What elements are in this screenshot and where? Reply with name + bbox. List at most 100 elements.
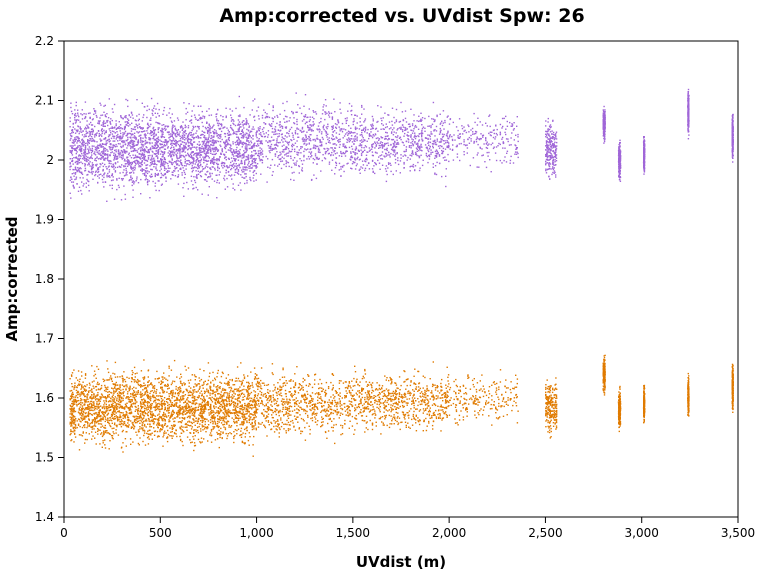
data-point — [153, 129, 156, 132]
data-point — [99, 163, 101, 165]
data-point — [74, 112, 77, 115]
data-point — [283, 157, 285, 160]
data-point — [159, 139, 161, 141]
data-point — [213, 161, 215, 164]
data-point — [113, 165, 115, 167]
data-point — [400, 138, 402, 141]
data-point — [193, 176, 195, 178]
data-point — [72, 181, 75, 183]
data-point — [171, 127, 173, 130]
data-point — [108, 138, 110, 140]
data-point — [136, 160, 139, 162]
data-point — [467, 138, 469, 141]
data-point — [97, 181, 99, 184]
data-point — [294, 150, 296, 153]
data-point — [89, 133, 91, 135]
data-point — [440, 122, 442, 124]
data-point — [512, 129, 515, 131]
data-point — [74, 137, 76, 139]
data-point — [89, 117, 91, 119]
data-point — [140, 150, 142, 152]
data-point — [213, 133, 216, 135]
data-point — [144, 130, 146, 132]
data-point — [124, 174, 127, 176]
data-point — [297, 154, 299, 156]
data-point — [69, 162, 71, 164]
data-point — [604, 127, 606, 129]
data-point — [241, 121, 243, 123]
data-point — [437, 145, 440, 147]
data-point — [251, 155, 253, 158]
data-point — [206, 151, 208, 153]
data-point — [482, 136, 484, 138]
data-point — [436, 115, 438, 118]
data-point — [408, 126, 411, 128]
data-point — [224, 145, 226, 147]
data-point — [207, 144, 209, 146]
data-point — [420, 112, 422, 114]
data-point — [131, 184, 133, 187]
data-point — [405, 150, 407, 152]
data-point — [77, 169, 80, 171]
data-point — [371, 168, 374, 170]
data-point — [85, 155, 87, 158]
data-point — [89, 112, 91, 114]
data-point — [229, 147, 231, 149]
data-point — [167, 152, 169, 154]
data-point — [143, 130, 145, 133]
data-point — [75, 101, 77, 104]
data-point — [354, 148, 357, 150]
data-point — [387, 154, 389, 156]
data-point — [351, 109, 353, 112]
data-point — [109, 134, 111, 136]
data-point — [550, 153, 552, 155]
data-point — [238, 138, 240, 141]
data-point — [291, 172, 293, 174]
data-point — [246, 121, 248, 123]
data-point — [209, 167, 211, 170]
data-point — [219, 144, 221, 146]
data-point — [123, 149, 126, 151]
data-point — [191, 110, 193, 112]
data-point — [241, 157, 243, 159]
data-point — [271, 158, 274, 161]
data-point — [413, 128, 415, 130]
data-point — [191, 151, 193, 154]
data-point — [442, 147, 445, 150]
data-point — [386, 132, 388, 134]
data-point — [331, 159, 334, 161]
data-point — [268, 103, 270, 105]
data-point — [237, 169, 240, 171]
data-point — [294, 130, 297, 132]
data-point — [341, 122, 344, 125]
data-point — [129, 163, 131, 165]
data-point — [195, 118, 197, 120]
data-point — [276, 144, 278, 146]
data-point — [273, 139, 275, 141]
data-point — [233, 123, 235, 126]
data-point — [230, 133, 232, 136]
data-point — [410, 165, 412, 167]
data-point — [320, 145, 322, 147]
data-point — [72, 139, 74, 141]
data-point — [286, 136, 288, 138]
data-point — [210, 137, 212, 140]
data-point — [270, 125, 272, 127]
data-point — [237, 119, 240, 121]
data-point — [231, 128, 233, 131]
data-point — [130, 166, 133, 168]
data-point — [81, 147, 83, 150]
data-point — [171, 130, 173, 132]
data-point — [211, 178, 213, 180]
data-point — [274, 153, 277, 155]
data-point — [81, 114, 84, 116]
data-point — [122, 153, 124, 156]
data-point — [114, 132, 117, 134]
data-point — [330, 154, 332, 156]
data-point — [296, 160, 298, 162]
data-point — [317, 125, 320, 127]
data-point — [493, 146, 495, 148]
data-point — [152, 110, 154, 112]
data-point — [209, 130, 211, 132]
data-point — [317, 158, 320, 160]
